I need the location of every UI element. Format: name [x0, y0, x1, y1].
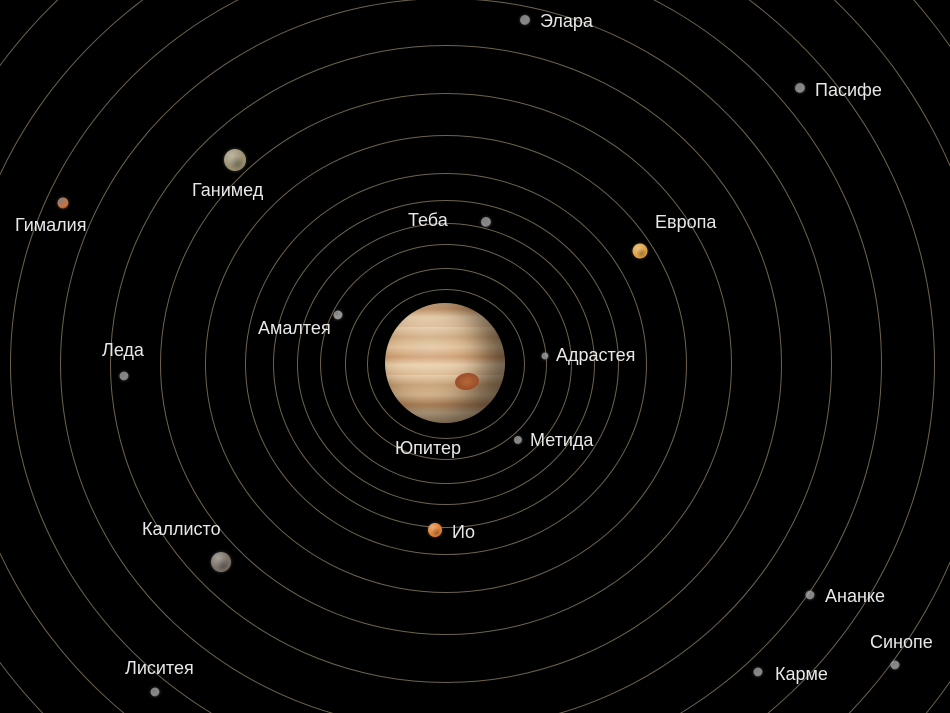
- moon-label-europa: Европа: [655, 212, 716, 233]
- moon-pasiphae: [795, 83, 805, 93]
- moon-amalthea: [334, 311, 343, 320]
- moon-himalia: [58, 198, 69, 209]
- moon-label-io: Ио: [452, 522, 475, 543]
- moon-label-himalia: Гималия: [15, 215, 86, 236]
- moon-ganymede: [224, 149, 246, 171]
- jupiter-planet: [385, 303, 505, 423]
- moon-label-leda: Леда: [102, 340, 144, 361]
- moon-label-callisto: Каллисто: [142, 519, 221, 540]
- moon-label-elara: Элара: [540, 11, 593, 32]
- moon-metis: [514, 436, 522, 444]
- moon-label-ganymede: Ганимед: [192, 180, 263, 201]
- moon-thebe: [481, 217, 491, 227]
- moon-elara: [520, 15, 530, 25]
- moon-label-ananke: Ананке: [825, 586, 885, 607]
- moon-label-amalthea: Амалтея: [258, 318, 331, 339]
- moon-ananke: [806, 591, 815, 600]
- jupiter-moons-diagram: Юпитер Метида Адрастея Амалтея Теба Ио Европа…: [0, 0, 950, 713]
- jupiter-label: Юпитер: [395, 438, 461, 459]
- moon-label-lysithea: Лиситея: [125, 658, 194, 679]
- moon-label-adrastea: Адрастея: [556, 345, 635, 366]
- moon-europa: [633, 244, 648, 259]
- moon-callisto: [211, 552, 231, 572]
- moon-leda: [120, 372, 129, 381]
- moon-lysithea: [151, 688, 160, 697]
- moon-carme: [754, 668, 763, 677]
- moon-label-carme: Карме: [775, 664, 828, 685]
- moon-adrastea: [542, 353, 549, 360]
- moon-label-pasiphae: Пасифе: [815, 80, 882, 101]
- moon-label-sinope: Синопе: [870, 632, 933, 653]
- moon-label-metis: Метида: [530, 430, 593, 451]
- moon-sinope: [891, 661, 900, 670]
- moon-io: [428, 523, 442, 537]
- moon-label-thebe: Теба: [408, 210, 448, 231]
